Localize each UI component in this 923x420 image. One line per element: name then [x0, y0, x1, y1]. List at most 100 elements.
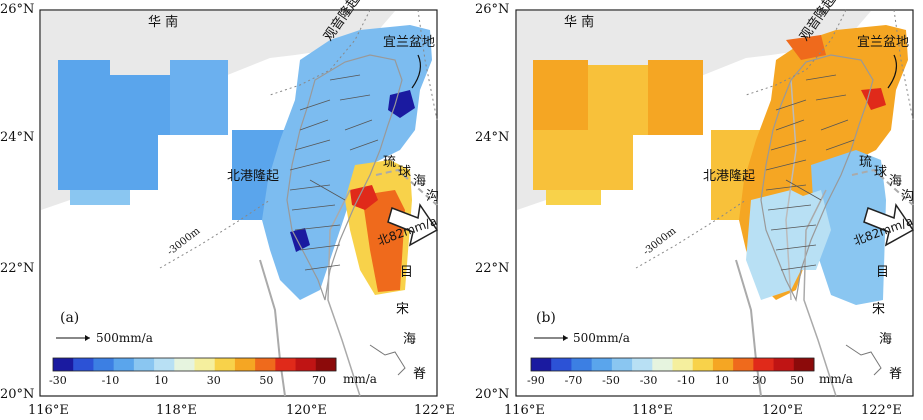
- panel-label-b: (b): [536, 310, 556, 326]
- colorbar-swatch: [531, 358, 552, 371]
- ridge-feature: [369, 344, 406, 376]
- colorbar-tick-label: 30: [206, 374, 221, 387]
- colorbar-b: [531, 358, 815, 371]
- trench-line: [327, 189, 361, 397]
- label-hai: 海: [403, 332, 417, 347]
- field-patch: [110, 75, 170, 135]
- velocity-arrows: [289, 74, 379, 271]
- colorbar-swatch: [611, 358, 633, 371]
- lon-label-116: 116°E: [504, 403, 545, 418]
- label-huanan: 华 南: [148, 15, 179, 30]
- field-patch: [588, 65, 648, 135]
- colorbar-swatch: [174, 358, 195, 371]
- label-ji: 脊: [889, 367, 903, 382]
- colorbar-swatch: [793, 358, 815, 371]
- field-patch: [58, 130, 158, 190]
- field-patch: [648, 60, 703, 135]
- colorbar-swatch: [133, 358, 155, 371]
- field-patch-red: [350, 185, 378, 210]
- contour-line: [269, 9, 371, 96]
- field-patch-blue: [388, 90, 415, 118]
- colorbar-swatch: [692, 358, 714, 371]
- panel-label-a: (a): [60, 310, 80, 326]
- field-patch: [533, 130, 633, 190]
- label-liuqiu-2: 球: [398, 165, 412, 180]
- label-liuqiu-3: 海: [889, 174, 903, 189]
- colorbar-a: [53, 358, 337, 371]
- lat-label-22: 22°N: [475, 261, 510, 276]
- contour-line: [417, 9, 438, 121]
- trench-line: [803, 189, 837, 397]
- label-song: 宋: [872, 302, 886, 317]
- label-huanan: 华 南: [564, 15, 595, 30]
- label-liuqiu-3: 海: [413, 174, 427, 189]
- label-ji: 脊: [413, 367, 427, 382]
- scale-arrowhead: [563, 335, 568, 341]
- scale-arrowhead: [85, 335, 90, 341]
- ridge-feature: [845, 344, 882, 376]
- lon-label-122: 122°E: [414, 403, 455, 418]
- label-yilan: 宜兰盆地: [383, 35, 436, 50]
- velocity-arrows: [765, 74, 855, 271]
- field-patch-blue: [290, 228, 310, 252]
- yilan-pointer: [887, 54, 898, 89]
- field-patch: [546, 190, 601, 205]
- lon-label-116: 116°E: [28, 403, 69, 418]
- ryukyu-trench: [851, 168, 914, 206]
- label-mu: 目: [876, 265, 890, 280]
- lat-label-26: 26°N: [475, 2, 510, 17]
- yilan-pointer: [411, 54, 422, 89]
- colorbar-swatch: [214, 358, 236, 371]
- colorbar-frame: [52, 357, 337, 372]
- lat-label-20: 20°N: [475, 387, 510, 402]
- colorbar-tick-label: 30: [752, 374, 767, 387]
- trench-line: [735, 259, 762, 397]
- lon-label-118: 118°E: [156, 403, 197, 418]
- lon-label-120: 120°E: [286, 403, 327, 418]
- label-liuqiu-4: 沟: [901, 189, 915, 204]
- colorbar-tick-label: -50: [602, 374, 620, 387]
- colorbar-tick-label: -70: [564, 374, 583, 387]
- colorbar-swatch: [194, 358, 216, 371]
- contour-line: [159, 199, 271, 269]
- colorbar-tick-label: 10: [154, 374, 169, 387]
- colorbar-swatch: [113, 358, 135, 371]
- lon-label-118: 118°E: [632, 403, 673, 418]
- field-patch-orange: [786, 35, 826, 60]
- taiwan-outline: [286, 54, 403, 301]
- contour-line: [635, 199, 747, 269]
- colorbar-swatch: [93, 358, 115, 371]
- label-beigang: 北港隆起: [227, 169, 280, 184]
- colorbar-swatch: [591, 358, 613, 371]
- lat-label-24: 24°N: [0, 130, 35, 145]
- colorbar-swatch: [672, 358, 694, 371]
- colorbar-swatch: [551, 358, 572, 371]
- colorbar-swatch: [73, 358, 94, 371]
- unit-label-a: mm/a: [343, 372, 377, 386]
- unit-label-b: mm/a: [819, 372, 853, 386]
- lat-label-26: 26°N: [0, 2, 35, 17]
- taiwan-outline: [760, 54, 874, 302]
- colorbar-swatch: [632, 358, 653, 371]
- label-song: 宋: [396, 302, 410, 317]
- field-patch-cool: [791, 190, 831, 270]
- colorbar-swatch: [53, 358, 74, 371]
- colorbar-tick-label: -10: [677, 374, 695, 387]
- panel-b: 26°N 24°N 22°N 20°N 116°E 118°E 120°E 12…: [461, 0, 923, 420]
- label-mu: 目: [400, 265, 414, 280]
- colorbar-swatch: [154, 358, 175, 371]
- colorbar-swatch: [275, 358, 297, 371]
- colorbar-tick-label: 70: [312, 374, 326, 387]
- map-a-svg: [39, 9, 439, 397]
- label-liuqiu-4: 沟: [426, 189, 440, 204]
- field-patch: [58, 60, 110, 130]
- colorbar-swatch: [652, 358, 673, 371]
- plate-motion-arrow: [387, 203, 439, 247]
- colorbar-swatch: [712, 358, 734, 371]
- trench-line: [259, 259, 286, 397]
- panel-a: 26°N 24°N 22°N 20°N 116°E 118°E 120°E 12…: [0, 0, 455, 418]
- label-hai: 海: [879, 332, 893, 347]
- colorbar-swatch: [234, 358, 256, 371]
- colorbar-swatch: [571, 358, 593, 371]
- label-liuqiu-1: 琉: [383, 155, 397, 170]
